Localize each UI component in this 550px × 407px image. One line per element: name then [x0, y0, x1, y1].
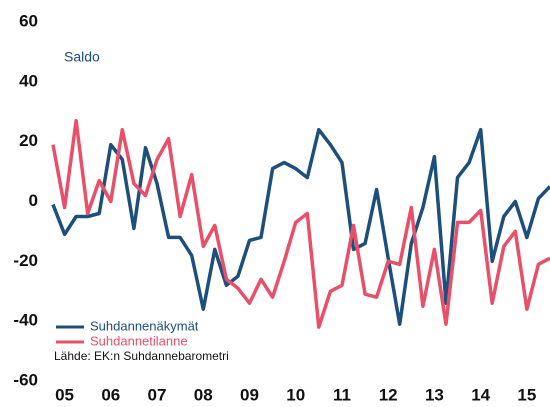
x-tick-label: 09: [240, 385, 259, 404]
x-tick-label: 11: [333, 385, 351, 404]
x-tick-label: 08: [194, 385, 213, 404]
y-tick-label: 60: [19, 11, 38, 30]
x-tick-label: 10: [286, 385, 305, 404]
source-note: Lähde: EK:n Suhdannebarometri: [54, 349, 229, 363]
y-tick-label: -20: [13, 251, 38, 270]
y-tick-label: 40: [19, 71, 38, 90]
x-tick-label: 14: [471, 385, 490, 404]
y-tick-label: 0: [29, 191, 38, 210]
legend-label: Suhdannenäkymät: [90, 318, 199, 333]
x-tick-label: 13: [425, 385, 444, 404]
x-tick-label: 06: [101, 385, 120, 404]
x-tick-label: 15: [517, 385, 536, 404]
y-tick-label: -40: [13, 311, 38, 330]
y-tick-label: 20: [19, 131, 38, 150]
x-tick-label: 05: [55, 385, 74, 404]
series-line: [51, 118, 550, 329]
y-axis-label: Saldo: [64, 49, 100, 65]
x-tick-label: 12: [379, 385, 398, 404]
series-line: [51, 127, 550, 326]
y-tick-label: -60: [13, 370, 38, 389]
legend-label: Suhdannetilanne: [90, 333, 188, 348]
x-tick-label: 07: [148, 385, 167, 404]
